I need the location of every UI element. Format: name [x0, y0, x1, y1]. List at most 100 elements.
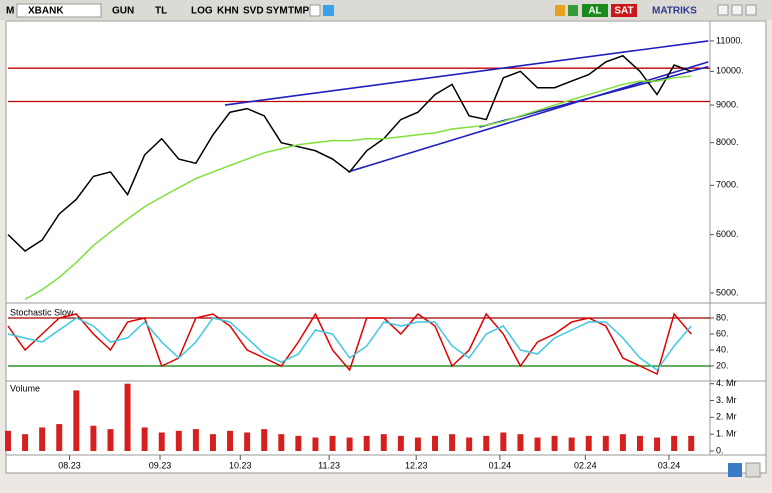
y-tick-label: 2. Mr — [716, 412, 737, 422]
chart-frame — [5, 20, 767, 474]
bar — [278, 434, 285, 451]
trend-line — [224, 40, 709, 106]
bar — [449, 434, 456, 451]
bar — [73, 390, 80, 451]
bar — [500, 432, 507, 451]
bar — [209, 434, 216, 451]
sync-button[interactable] — [728, 463, 742, 477]
bar — [654, 437, 661, 451]
y-tick-label: 11000. — [716, 35, 743, 45]
bar — [244, 432, 251, 451]
button[interactable]: SVD — [243, 6, 264, 17]
x-tick-label: 03.24 — [658, 460, 681, 470]
twitter-icon[interactable] — [323, 5, 334, 16]
bar — [397, 435, 404, 451]
currency[interactable]: TL — [155, 6, 167, 17]
y-tick-label: 1. Mr — [716, 429, 737, 439]
series-line — [7, 317, 692, 372]
button[interactable]: TMP — [288, 6, 309, 17]
bar — [568, 437, 575, 451]
window-button[interactable] — [731, 4, 743, 16]
y-tick-label: 0. — [716, 445, 724, 455]
bar — [483, 435, 490, 451]
window-button[interactable] — [717, 4, 729, 16]
button[interactable]: SYM — [266, 6, 288, 17]
toolbar — [0, 0, 772, 20]
x-tick-label: 08.23 — [58, 460, 81, 470]
bar — [585, 435, 592, 451]
y-tick-label: 3. Mr — [716, 395, 737, 405]
symbol[interactable]: XBANK — [28, 6, 64, 17]
buy[interactable]: AL — [588, 6, 601, 17]
bar — [414, 437, 421, 451]
x-tick-label: 02.24 — [574, 460, 597, 470]
bar — [39, 427, 46, 451]
bar — [671, 435, 678, 451]
bar — [363, 435, 370, 451]
bar — [636, 435, 643, 451]
bar — [619, 434, 626, 451]
x-tick-label: 12.23 — [405, 460, 428, 470]
sell-button[interactable] — [611, 4, 637, 17]
bar — [380, 434, 387, 451]
bar — [56, 424, 63, 451]
icon[interactable] — [568, 5, 578, 16]
bar — [602, 435, 609, 451]
y-tick-label: 4. Mr — [716, 378, 737, 388]
logo: M — [6, 6, 14, 17]
x-tick-label: 11.23 — [318, 460, 340, 470]
bar — [192, 429, 199, 451]
y-tick-label: 60. — [716, 328, 729, 338]
series-line — [7, 54, 692, 252]
bar — [141, 427, 148, 451]
bar — [107, 429, 114, 451]
y-tick-label: 10000. — [716, 66, 744, 76]
bar — [346, 437, 353, 451]
bar — [329, 435, 336, 451]
bar — [688, 435, 695, 451]
y-tick-label: 5000. — [716, 287, 739, 297]
icon[interactable] — [555, 5, 565, 16]
x-tick-label: 09.23 — [149, 460, 172, 470]
bar — [227, 430, 234, 451]
bar — [312, 437, 319, 451]
sell[interactable]: SAT — [614, 6, 633, 17]
y-tick-label: 6000. — [716, 229, 739, 239]
series-line — [7, 312, 692, 376]
bar — [466, 437, 473, 451]
y-tick-label: 7000. — [716, 180, 739, 190]
series-line — [24, 75, 692, 301]
bar — [261, 429, 268, 451]
panel-title: Stochastic Slow — [10, 307, 74, 317]
bar — [175, 430, 182, 451]
bar — [432, 435, 438, 451]
bar — [517, 434, 524, 451]
button[interactable]: KHN — [217, 6, 239, 17]
bar — [158, 432, 165, 451]
bar — [551, 435, 558, 451]
period[interactable]: GUN — [112, 6, 134, 17]
bar — [5, 430, 11, 451]
y-tick-label: 9000. — [716, 99, 739, 109]
brand: MATRIKS — [652, 6, 697, 17]
x-tick-label: 01.24 — [489, 460, 512, 470]
y-tick-label: 20. — [716, 360, 729, 370]
dropdown[interactable] — [309, 4, 321, 17]
bar — [295, 435, 302, 451]
buy-button[interactable] — [582, 4, 608, 17]
x-tick-label: 10.23 — [229, 460, 252, 470]
y-tick-label: 80. — [716, 312, 729, 322]
bar — [90, 425, 97, 451]
y-tick-label: 8000. — [716, 137, 739, 147]
window-button[interactable] — [745, 4, 757, 16]
symbol-box[interactable] — [16, 3, 102, 18]
bar — [124, 383, 131, 451]
bar — [22, 434, 29, 451]
scroll-button[interactable] — [745, 462, 761, 478]
bar — [534, 437, 541, 451]
y-tick-label: 40. — [716, 344, 729, 354]
trend-line — [347, 61, 709, 173]
button[interactable]: LOG — [191, 6, 213, 17]
panel-title: Volume — [10, 383, 40, 393]
